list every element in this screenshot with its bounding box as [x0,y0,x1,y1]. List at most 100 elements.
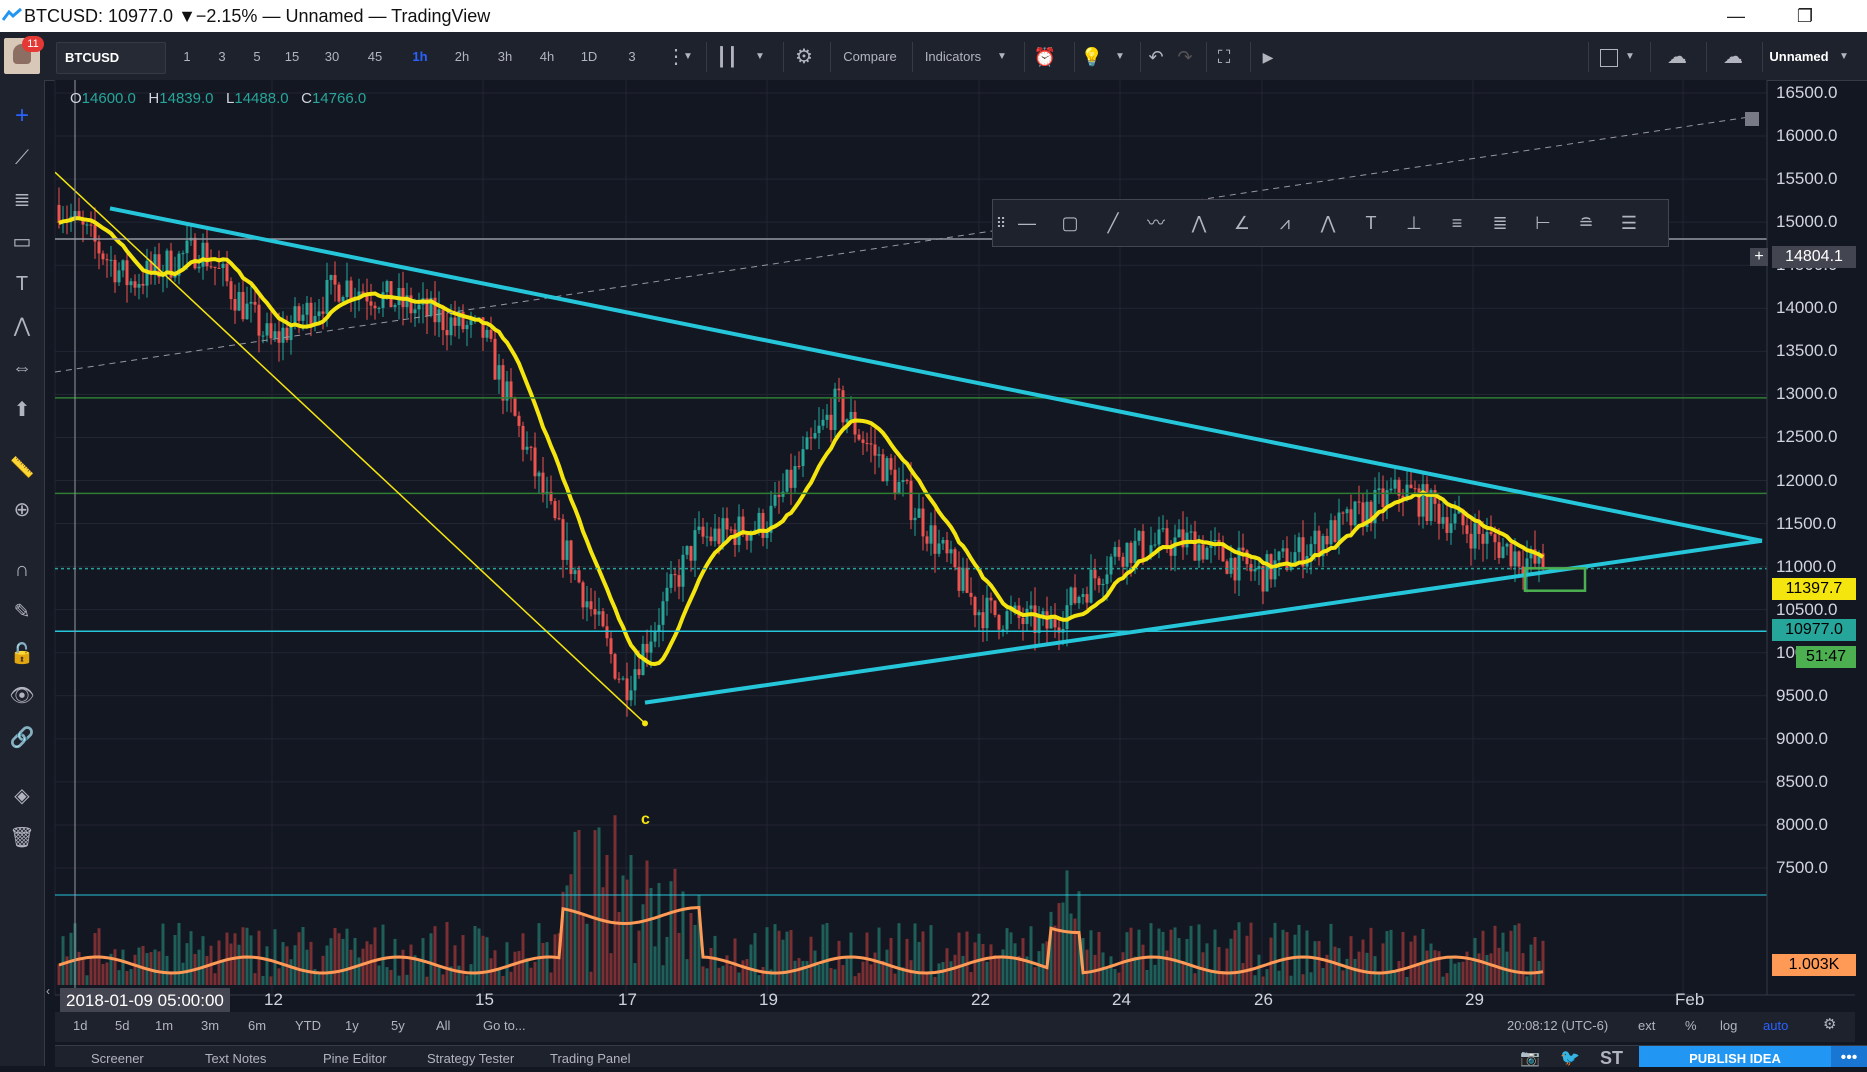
fib-extension-icon[interactable]: ≣ [1492,213,1508,233]
range-5y-button[interactable]: 5y [391,1018,405,1033]
fullscreen-icon[interactable]: ⛶ [1206,42,1241,72]
range-1y-button[interactable]: 1y [345,1018,359,1033]
lock-icon[interactable]: 🔓 [9,643,35,665]
panel-tab[interactable]: Strategy Tester [427,1051,515,1066]
interval-3h-button[interactable]: 3h [497,49,513,64]
chevron-down-icon[interactable]: ▼ [683,51,693,62]
replay-play-icon[interactable]: ▶ [1250,42,1285,72]
layout-name-button[interactable]: Unnamed [1762,42,1835,72]
interval-15-button[interactable]: 15 [284,49,300,64]
color-square-icon[interactable] [1588,42,1629,72]
brush-icon[interactable]: 〰 [1147,213,1165,233]
interval-30-button[interactable]: 30 [324,49,340,64]
range-YTD-button[interactable]: YTD [295,1018,321,1033]
chevron-down-icon[interactable]: ▼ [1839,51,1849,62]
link-icon[interactable]: 🔗 [9,727,35,749]
range-1d-button[interactable]: 1d [73,1018,88,1033]
date-range-icon[interactable]: ⊢ [1535,213,1551,233]
chevron-down-icon[interactable]: ▼ [1625,51,1635,62]
fib-tool-icon[interactable]: ≣ [13,189,31,211]
fib-fan-icon[interactable]: ≘ [1578,213,1594,233]
text-tool-icon[interactable]: T [15,273,29,295]
ruler-icon[interactable]: 📏 [9,457,35,479]
angle-icon[interactable]: ∠ [1233,213,1251,233]
text-icon[interactable]: T [1365,213,1377,233]
camera-icon[interactable]: 📷 [1520,1050,1540,1067]
log-toggle[interactable]: log [1720,1018,1738,1033]
chevron-down-icon[interactable]: ▼ [1115,51,1125,62]
interval-2h-button[interactable]: 2h [454,49,470,64]
alert-clock-icon[interactable]: ⏰ [1024,42,1065,72]
interval-5-button[interactable]: 5 [253,49,261,64]
settings-small-icon[interactable] [1745,112,1759,126]
prediction-tool-icon[interactable]: ⇔ [12,357,32,379]
panel-tab[interactable]: Text Notes [205,1051,267,1066]
auto-toggle[interactable]: auto [1763,1018,1789,1033]
trash-icon[interactable]: 🗑 [9,827,35,849]
horizontal-line-icon[interactable]: — [1018,213,1036,233]
add-alert-plus-icon[interactable]: + [1750,248,1768,266]
cloud-upload-icon[interactable]: ☁ [1706,42,1759,72]
abcd-pattern-icon[interactable]: ⋀ [1191,213,1207,233]
twitter-icon[interactable]: 🐦 [1560,1050,1580,1067]
settings-gear-icon[interactable]: ⚙ [783,42,824,72]
chevron-down-icon[interactable]: ▼ [755,51,765,62]
arrow-up-icon[interactable]: ⬆ [13,399,31,421]
panel-tab[interactable]: Trading Panel [550,1051,631,1066]
undo-icon[interactable]: ↶ [1140,42,1171,72]
interval-menu-icon[interactable]: ⋮ [666,46,686,68]
interval-4h-button[interactable]: 4h [539,49,555,64]
interval-3-button[interactable]: 3 [218,49,226,64]
trendline-icon[interactable]: ╱ [1107,213,1119,233]
eye-icon[interactable]: 👁 [9,685,35,707]
percent-toggle[interactable]: % [1685,1018,1697,1033]
interval-1D-button[interactable]: 1D [580,49,598,64]
goto-button[interactable]: Go to... [483,1018,526,1033]
fib-retracement-icon[interactable]: ≡ [1451,213,1463,233]
rectangle-icon[interactable]: ▢ [1061,213,1079,233]
interval-3-button[interactable]: 3 [628,49,636,64]
range-All-button[interactable]: All [436,1018,451,1033]
minimize-button[interactable]: — [1727,6,1745,26]
panel-tab[interactable]: Screener [91,1051,144,1066]
range-3m-button[interactable]: 3m [201,1018,220,1033]
chevron-down-icon[interactable]: ▼ [997,51,1007,62]
redo-icon[interactable]: ↷ [1177,47,1193,67]
interval-1h-button[interactable]: 1h [412,49,428,64]
scroll-left-icon[interactable]: ‹ [46,984,50,998]
stocktwits-icon[interactable]: ST [1600,1048,1624,1068]
range-5d-button[interactable]: 5d [115,1018,130,1033]
candles-style-icon[interactable]: ┃┃ [706,42,747,72]
price-label-icon[interactable]: ⊥ [1406,213,1422,233]
publish-idea-button[interactable]: PUBLISH IDEA [1639,1046,1831,1067]
range-6m-button[interactable]: 6m [248,1018,267,1033]
symbol-search[interactable]: BTCUSD [56,42,166,74]
layers-icon[interactable]: ◈ [14,785,30,807]
more-options-icon[interactable]: ••• [1831,1046,1867,1067]
lightbulb-icon[interactable]: 💡 [1074,42,1109,72]
rectangle-tool-icon[interactable]: ▭ [12,231,32,253]
menu-lines-icon[interactable]: ☰ [1620,213,1638,233]
magnet-icon[interactable]: ∩ [14,559,30,581]
pattern-tool-icon[interactable]: ⋀ [13,315,31,337]
stay-drawing-icon[interactable]: ✎ [13,601,31,623]
elliott-wave-icon[interactable]: ⩘ [1279,213,1291,233]
drag-handle-icon[interactable]: ⠿ [995,215,1007,231]
interval-45-button[interactable]: 45 [367,49,383,64]
range-1m-button[interactable]: 1m [155,1018,174,1033]
cloud-download-icon[interactable]: ☁ [1650,42,1703,72]
crosshair-icon[interactable]: + [14,102,29,129]
indicators-button[interactable]: Indicators [912,42,993,72]
compare-button[interactable]: Compare [830,42,909,72]
notification-badge[interactable]: 11 [22,36,44,52]
restore-button[interactable]: ❐ [1796,6,1814,26]
panel-tab[interactable]: Pine Editor [323,1051,387,1066]
zoom-in-icon[interactable]: ⊕ [13,499,31,521]
extended-hours-toggle[interactable]: ext [1638,1018,1656,1033]
clock-readout[interactable]: 20:08:12 (UTC-6) [1507,1018,1609,1033]
interval-1-button[interactable]: 1 [183,49,191,64]
settings-gear-icon[interactable]: ⚙ [1823,1016,1837,1033]
trendline-tool-icon[interactable]: ⟋ [15,147,29,169]
abc-wave-icon[interactable]: ⋀ [1320,213,1336,233]
